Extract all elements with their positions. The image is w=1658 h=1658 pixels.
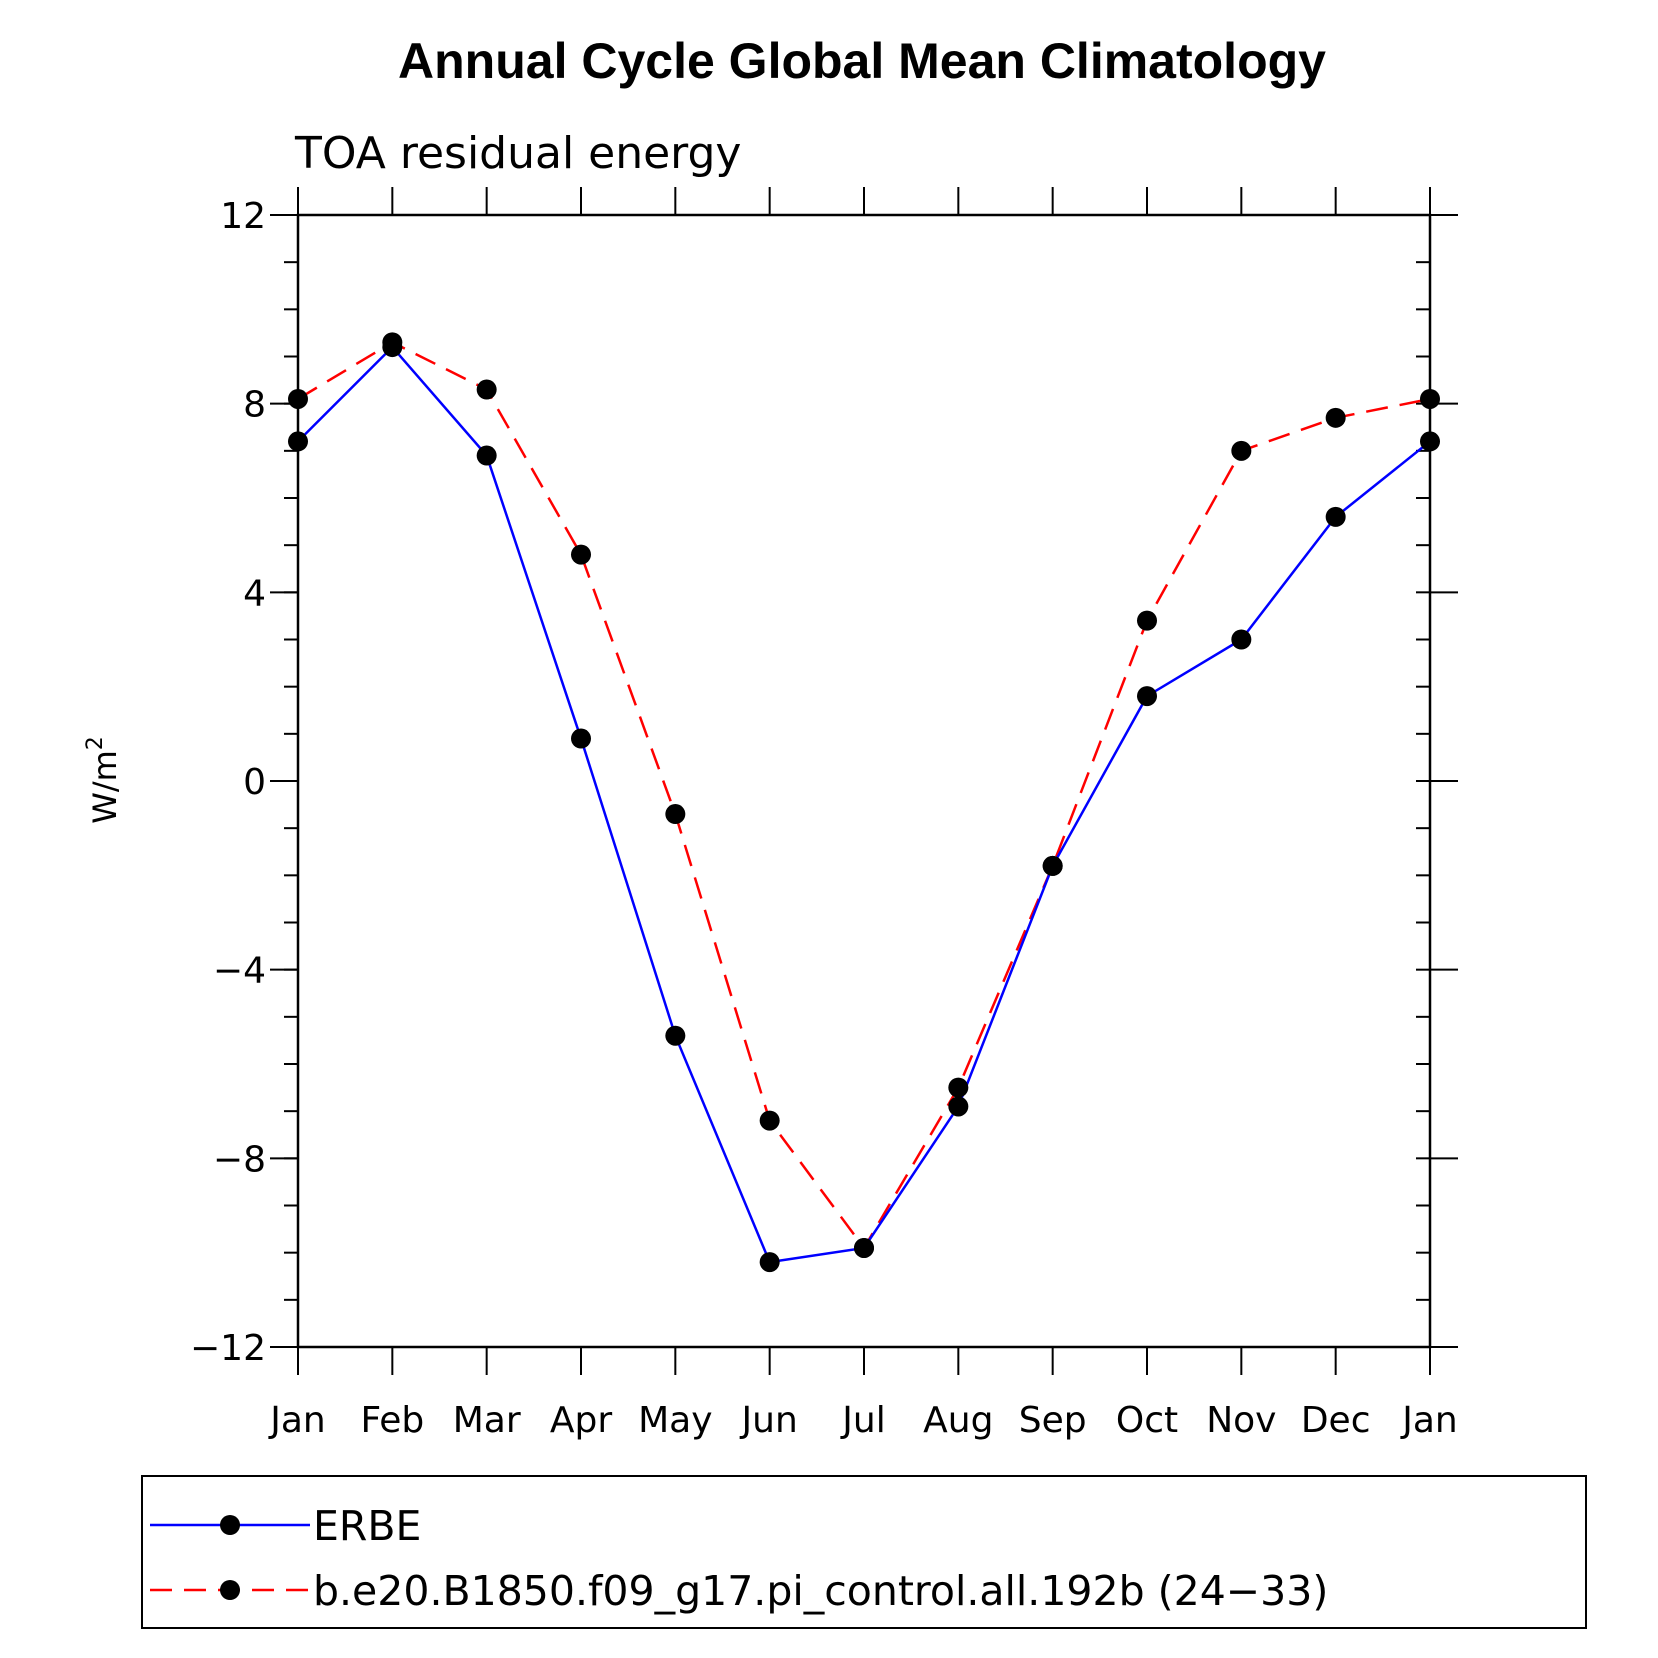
- legend-item-2: b.e20.B1850.f09_g17.pi_control.all.192b …: [150, 1567, 1328, 1615]
- data-point: [759, 1110, 780, 1131]
- series-layer: [288, 332, 1440, 1273]
- data-point: [1420, 388, 1440, 409]
- data-point: [948, 1096, 969, 1117]
- data-point: [288, 388, 308, 409]
- y-axis-label: W/m2: [83, 736, 124, 824]
- data-point: [1325, 407, 1346, 428]
- data-point: [854, 1237, 874, 1258]
- y-tick-label: 8: [243, 385, 266, 426]
- data-point: [1042, 855, 1063, 876]
- x-tick-label: Oct: [1116, 1400, 1178, 1441]
- chart-title: Annual Cycle Global Mean Climatology: [398, 33, 1326, 89]
- y-axis-label-text: W/m: [86, 750, 124, 824]
- legend-item-1: ERBE: [150, 1502, 421, 1550]
- series-markers-2: [288, 332, 1440, 1258]
- data-point: [1137, 610, 1157, 631]
- data-point: [1231, 629, 1252, 650]
- x-tick-label: Jul: [840, 1400, 885, 1441]
- series-1: [297, 345, 1431, 1264]
- data-point: [665, 1025, 686, 1046]
- y-tick-label: 0: [243, 762, 266, 803]
- x-tick-label: Nov: [1206, 1400, 1276, 1441]
- data-point: [1325, 506, 1346, 527]
- x-tick-label: Aug: [923, 1400, 993, 1441]
- data-point: [571, 544, 591, 565]
- data-point: [382, 332, 403, 353]
- tick-marks: [270, 187, 1458, 1375]
- data-point: [665, 804, 686, 825]
- x-tick-label: Apr: [550, 1400, 612, 1441]
- legend: ERBE b.e20.B1850.f09_g17.pi_control.all.1…: [141, 1475, 1587, 1629]
- x-tick-label: Jun: [740, 1400, 798, 1441]
- data-point: [759, 1252, 780, 1273]
- y-tick-label: 4: [243, 573, 266, 614]
- x-tick-label: Feb: [360, 1400, 424, 1441]
- series-2: [297, 340, 1431, 1251]
- data-point: [1137, 686, 1157, 707]
- y-axis-label-superscript: 2: [83, 736, 108, 750]
- data-point: [1231, 440, 1252, 461]
- legend-swatch-marker: [220, 1580, 240, 1600]
- legend-box: [141, 1475, 1587, 1629]
- x-tick-label: May: [638, 1400, 712, 1441]
- data-point: [571, 728, 591, 749]
- y-tick-label: −12: [190, 1328, 266, 1369]
- x-tick-label: Mar: [453, 1400, 521, 1441]
- data-point: [476, 379, 497, 400]
- x-tick-label: Jan: [268, 1400, 326, 1441]
- y-tick-label: −8: [213, 1139, 266, 1180]
- plot-frame: [296, 213, 1432, 1349]
- x-tick-label: Jan: [1400, 1400, 1458, 1441]
- series-markers-1: [288, 337, 1440, 1273]
- chart-subtitle: TOA residual energy: [294, 128, 741, 179]
- legend-label: b.e20.B1850.f09_g17.pi_control.all.192b …: [313, 1567, 1328, 1615]
- series-line: [297, 340, 1431, 1251]
- y-tick-label: 12: [220, 196, 266, 237]
- series-line: [297, 345, 1431, 1264]
- x-tick-label: Sep: [1019, 1400, 1087, 1441]
- y-tick-label: −4: [213, 951, 266, 992]
- x-tick-label: Dec: [1301, 1400, 1371, 1441]
- data-point: [288, 431, 308, 452]
- legend-label: ERBE: [313, 1502, 421, 1550]
- data-point: [948, 1077, 969, 1098]
- data-point: [1420, 431, 1440, 452]
- legend-swatch-marker: [220, 1515, 240, 1535]
- data-point: [476, 445, 497, 466]
